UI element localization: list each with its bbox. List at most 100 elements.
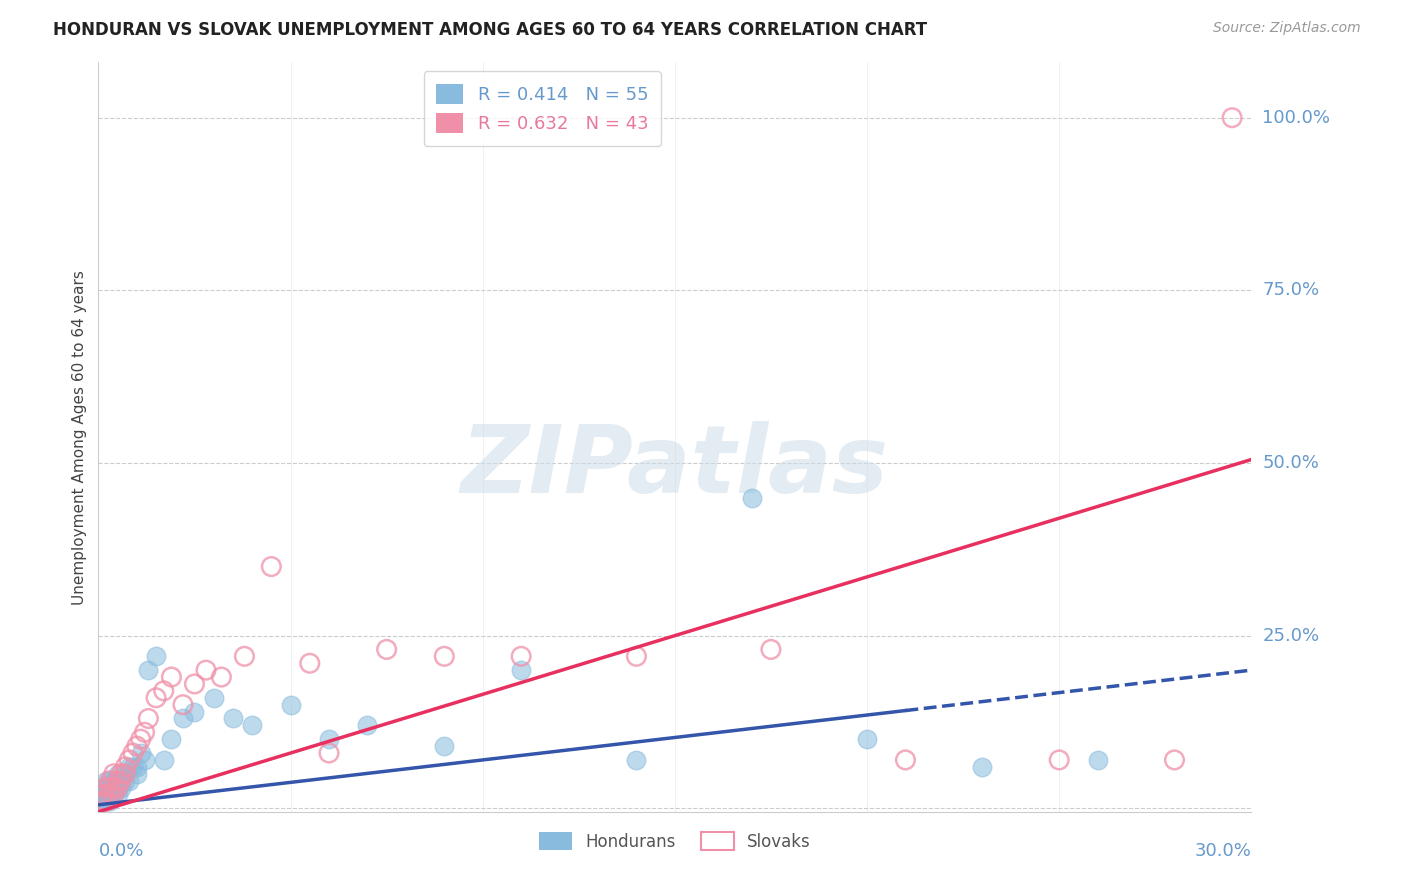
Point: [134, 725, 156, 739]
Point: [138, 711, 160, 725]
Point: [91, 788, 114, 802]
Point: [98, 773, 121, 788]
Point: [240, 718, 263, 732]
Point: [94, 794, 117, 808]
Point: [103, 766, 125, 780]
Point: [145, 649, 167, 664]
Point: [94, 780, 117, 795]
Point: [1220, 111, 1243, 125]
Legend: Hondurans, Slovaks: Hondurans, Slovaks: [531, 825, 818, 857]
Point: [972, 760, 994, 774]
Point: [222, 711, 245, 725]
Point: [91, 780, 114, 795]
Text: ZIPatlas: ZIPatlas: [461, 421, 889, 513]
Point: [94, 788, 117, 802]
Point: [103, 773, 125, 788]
Point: [145, 690, 167, 705]
Text: 50.0%: 50.0%: [1263, 454, 1319, 472]
Point: [107, 780, 129, 795]
Point: [110, 773, 132, 788]
Text: Source: ZipAtlas.com: Source: ZipAtlas.com: [1213, 21, 1361, 35]
Point: [172, 698, 194, 712]
Point: [98, 788, 121, 802]
Point: [91, 788, 114, 802]
Point: [318, 746, 340, 760]
Point: [90, 788, 112, 802]
Point: [759, 642, 782, 657]
Point: [107, 788, 129, 802]
Point: [94, 780, 117, 795]
Point: [114, 773, 136, 788]
Point: [138, 663, 160, 677]
Point: [626, 753, 648, 767]
Point: [510, 649, 533, 664]
Point: [114, 766, 136, 780]
Point: [93, 788, 115, 802]
Point: [375, 642, 398, 657]
Point: [856, 732, 879, 747]
Point: [98, 788, 121, 802]
Text: 100.0%: 100.0%: [1263, 109, 1330, 127]
Point: [122, 746, 145, 760]
Point: [103, 780, 125, 795]
Point: [114, 766, 136, 780]
Point: [98, 780, 121, 795]
Point: [93, 794, 115, 808]
Y-axis label: Unemployment Among Ages 60 to 64 years: Unemployment Among Ages 60 to 64 years: [72, 269, 87, 605]
Point: [89, 794, 111, 808]
Point: [103, 780, 125, 795]
Point: [172, 711, 194, 725]
Point: [433, 739, 456, 753]
Point: [356, 718, 378, 732]
Point: [183, 705, 205, 719]
Point: [233, 649, 256, 664]
Point: [260, 559, 283, 574]
Text: 75.0%: 75.0%: [1263, 281, 1320, 300]
Text: 0.0%: 0.0%: [98, 842, 143, 860]
Point: [160, 732, 183, 747]
Point: [152, 753, 174, 767]
Text: 30.0%: 30.0%: [1195, 842, 1251, 860]
Point: [122, 760, 145, 774]
Point: [94, 773, 117, 788]
Point: [91, 794, 114, 808]
Point: [134, 753, 156, 767]
Point: [103, 780, 125, 795]
Point: [183, 677, 205, 691]
Point: [98, 794, 121, 808]
Point: [510, 663, 533, 677]
Point: [741, 491, 763, 505]
Point: [107, 773, 129, 788]
Point: [118, 773, 141, 788]
Text: HONDURAN VS SLOVAK UNEMPLOYMENT AMONG AGES 60 TO 64 YEARS CORRELATION CHART: HONDURAN VS SLOVAK UNEMPLOYMENT AMONG AG…: [53, 21, 928, 38]
Point: [125, 766, 148, 780]
Point: [626, 649, 648, 664]
Point: [114, 760, 136, 774]
Point: [1087, 753, 1109, 767]
Point: [94, 794, 117, 808]
Point: [107, 780, 129, 795]
Point: [103, 788, 125, 802]
Point: [894, 753, 917, 767]
Point: [129, 746, 152, 760]
Point: [152, 684, 174, 698]
Point: [209, 670, 232, 684]
Point: [94, 788, 117, 802]
Point: [298, 657, 321, 671]
Point: [1047, 753, 1070, 767]
Point: [202, 690, 225, 705]
Point: [110, 780, 132, 795]
Point: [91, 794, 114, 808]
Point: [98, 780, 121, 795]
Point: [103, 788, 125, 802]
Point: [118, 760, 141, 774]
Point: [125, 739, 148, 753]
Point: [118, 753, 141, 767]
Point: [107, 773, 129, 788]
Point: [160, 670, 183, 684]
Point: [1163, 753, 1185, 767]
Point: [98, 773, 121, 788]
Point: [93, 788, 115, 802]
Point: [107, 766, 129, 780]
Point: [433, 649, 456, 664]
